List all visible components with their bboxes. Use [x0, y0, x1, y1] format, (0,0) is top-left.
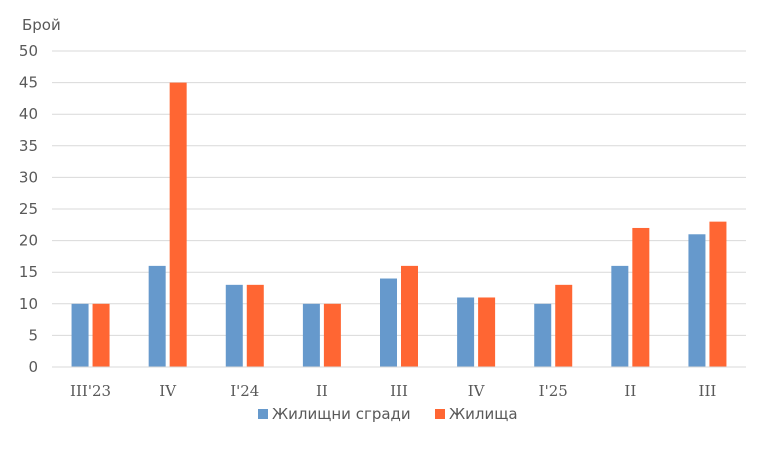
y-tick-label: 25: [19, 200, 38, 218]
x-tick-label: II: [316, 382, 328, 400]
gridlines: [52, 50, 746, 336]
bar-buildings: [457, 297, 475, 367]
bar-dwellings: [169, 82, 187, 367]
y-axis-unit-label: Брой: [22, 16, 61, 34]
bar-buildings: [688, 234, 706, 367]
y-tick-label: 50: [19, 42, 38, 60]
x-tick-label: III: [390, 382, 408, 400]
legend-swatch: [258, 409, 268, 419]
x-tick-label: II: [624, 382, 636, 400]
x-axis: III'23 IV I'24 II III IV I'25 II III: [70, 382, 716, 400]
bar-dwellings: [709, 221, 727, 367]
x-tick-label: III: [699, 382, 717, 400]
bar-buildings: [225, 284, 243, 367]
bar-buildings: [148, 265, 166, 367]
y-tick-label: 10: [19, 295, 38, 313]
legend-label: Жилища: [449, 405, 518, 423]
x-tick-label: I'25: [539, 382, 568, 400]
y-tick-label: 15: [19, 263, 38, 281]
y-tick-label: 5: [28, 326, 38, 344]
legend-label: Жилищни сгради: [272, 405, 411, 423]
y-tick-label: 40: [19, 105, 38, 123]
bar-buildings: [380, 278, 397, 367]
bars: [71, 82, 727, 367]
legend-swatch: [435, 409, 445, 419]
bar-buildings: [611, 265, 629, 367]
y-tick-label: 30: [19, 168, 38, 186]
bar-dwellings: [323, 303, 341, 367]
y-tick-label: 35: [19, 137, 38, 155]
y-axis: 0 5 10 15 20 25 30 35 40 45 50: [19, 42, 38, 376]
bar-dwellings: [401, 265, 418, 367]
y-tick-label: 0: [28, 358, 38, 376]
bar-dwellings: [92, 303, 110, 367]
bar-dwellings: [555, 284, 573, 367]
y-tick-label: 20: [19, 232, 38, 250]
x-tick-label: I'24: [230, 382, 259, 400]
bar-dwellings: [478, 297, 496, 367]
x-tick-label: III'23: [70, 382, 111, 400]
bar-dwellings: [632, 227, 650, 367]
legend: Жилищни сгради Жилища: [258, 405, 518, 423]
y-tick-label: 45: [19, 74, 38, 92]
bar-buildings: [302, 303, 320, 367]
bar-buildings: [534, 303, 552, 367]
x-tick-label: IV: [159, 382, 177, 400]
bar-dwellings: [246, 284, 264, 367]
bar-buildings: [71, 303, 89, 367]
x-tick-label: IV: [468, 382, 486, 400]
